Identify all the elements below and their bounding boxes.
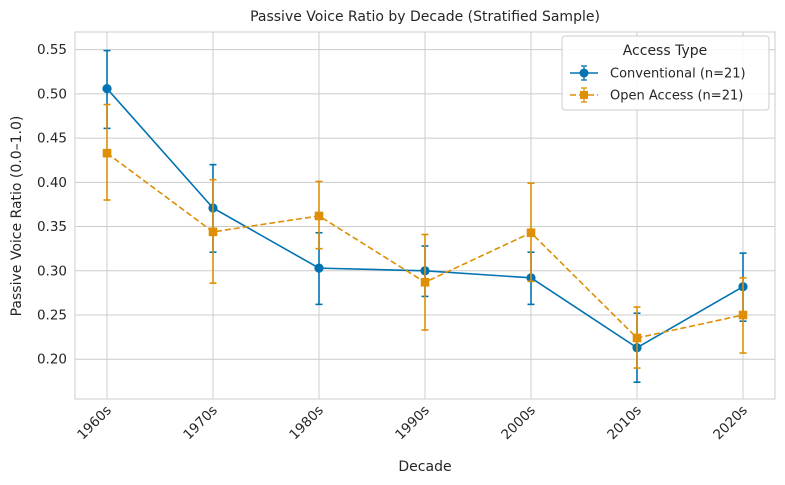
legend-entry: Open Access (n=21) xyxy=(570,87,743,104)
y-tick-label: 0.35 xyxy=(37,219,67,235)
data-point xyxy=(632,333,642,343)
series-layer xyxy=(102,49,748,383)
data-point xyxy=(314,211,324,221)
data-point xyxy=(738,310,748,320)
x-tick-label: 2020s xyxy=(710,403,751,444)
y-tick-label: 0.55 xyxy=(37,42,67,58)
y-tick-labels: 0.20 0.25 0.30 0.35 0.40 0.45 0.50 0.55 xyxy=(37,42,67,368)
data-point xyxy=(314,263,324,273)
x-tick-label: 2010s xyxy=(604,403,645,444)
x-tick-label: 1980s xyxy=(286,403,327,444)
legend-label: Conventional (n=21) xyxy=(610,67,746,82)
data-point xyxy=(102,83,112,94)
legend-marker xyxy=(580,91,588,99)
y-tick-label: 0.45 xyxy=(37,131,67,147)
legend: Access Type Conventional (n=21) Open Acce… xyxy=(561,35,770,111)
data-point xyxy=(102,148,112,158)
y-tick-label: 0.25 xyxy=(37,307,67,323)
data-point xyxy=(526,228,536,238)
x-axis-label: Decade xyxy=(398,459,451,475)
x-tick-label: 1990s xyxy=(392,403,433,444)
x-tick-labels: 1960s 1970s 1980s 1990s 2000s 2010s 2020s xyxy=(74,403,751,444)
y-tick-label: 0.30 xyxy=(37,263,67,279)
data-point xyxy=(208,227,218,237)
y-tick-label: 0.40 xyxy=(37,175,67,191)
y-axis-label: Passive Voice Ratio (0.0–1.0) xyxy=(9,116,25,317)
y-tick-label: 0.50 xyxy=(37,86,67,102)
legend-entry: Conventional (n=21) xyxy=(570,65,746,82)
x-tick-label: 1970s xyxy=(180,403,221,444)
legend-label: Open Access (n=21) xyxy=(610,89,743,104)
legend-marker xyxy=(579,68,589,78)
series-square xyxy=(102,103,748,369)
legend-box xyxy=(561,35,770,111)
data-point xyxy=(420,277,430,287)
x-tick-label: 1960s xyxy=(74,403,115,444)
y-tick-label: 0.20 xyxy=(37,352,67,368)
legend-title: Access Type xyxy=(623,43,708,59)
x-tick-label: 2000s xyxy=(498,403,539,444)
chart-title: Passive Voice Ratio by Decade (Stratifie… xyxy=(250,9,600,25)
